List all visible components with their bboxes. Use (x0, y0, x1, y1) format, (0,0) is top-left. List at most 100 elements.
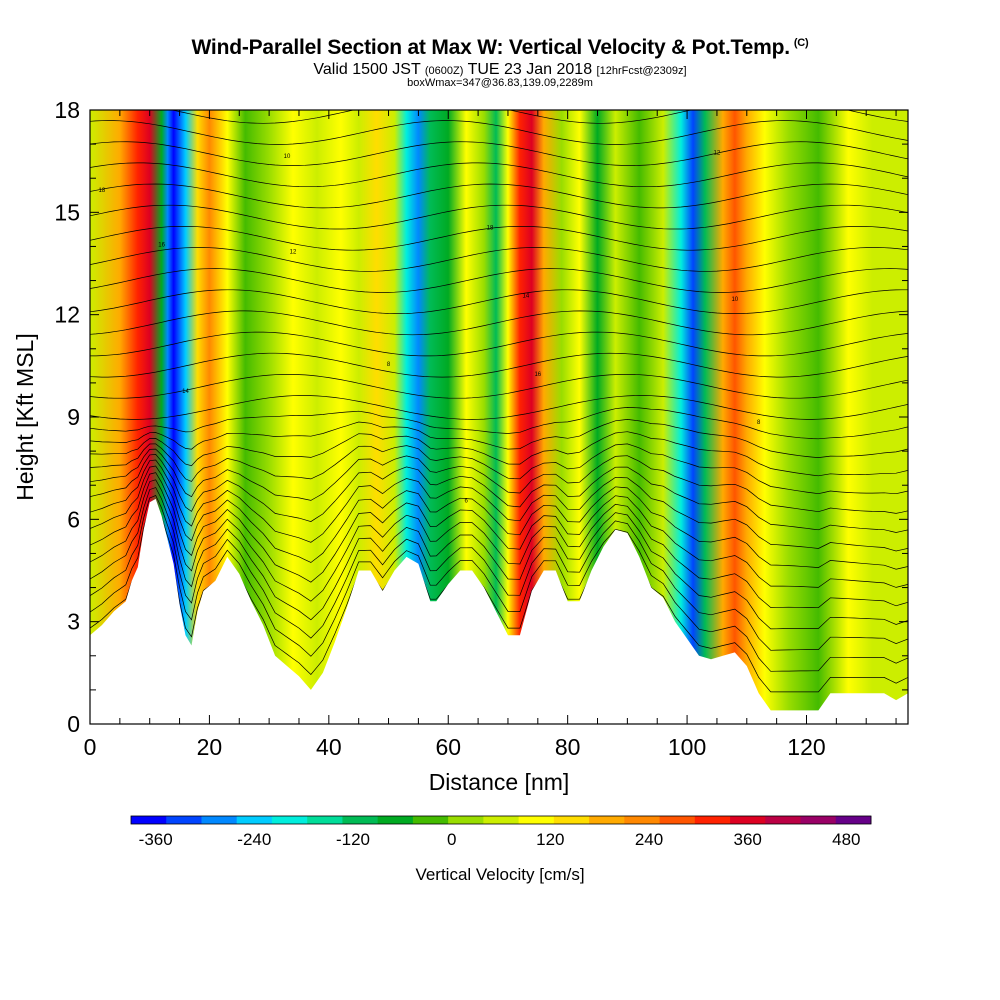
theta-contour-line (90, 352, 908, 378)
colorbar-tick-label: 480 (832, 830, 860, 849)
theta-contour-line (90, 247, 908, 272)
theta-contour-line (90, 225, 908, 251)
x-tick-label: 60 (435, 734, 461, 760)
chart-subtitle: Valid 1500 JST (0600Z) TUE 23 Jan 2018 [… (0, 61, 1000, 79)
colorbar-tick-label: -360 (139, 830, 173, 849)
colorbar-swatch (307, 816, 343, 824)
colorbar-tick-label: 0 (447, 830, 456, 849)
x-tick-label: 0 (84, 734, 97, 760)
colorbar-swatch (835, 816, 872, 824)
x-tick-label: 40 (316, 734, 342, 760)
x-axis-label: Distance [nm] (429, 769, 570, 795)
colorbar-tick-label: 360 (734, 830, 762, 849)
utc-time: (0600Z) (424, 65, 464, 77)
colorbar-swatch (589, 816, 625, 824)
colorbar-label: Vertical Velocity [cm/s] (415, 865, 584, 884)
theta-contour-label: 12 (714, 150, 721, 156)
y-tick-label: 12 (54, 302, 80, 328)
colorbar-swatch (730, 816, 766, 824)
colorbar-frame (130, 815, 872, 825)
colorbar-swatch (765, 816, 801, 824)
y-axis-label: Height [Kft MSL] (12, 333, 38, 500)
colorbar-swatch (659, 816, 696, 824)
theta-contour-label: 10 (284, 154, 291, 160)
x-tick-label: 120 (787, 734, 825, 760)
y-tick-label: 6 (67, 506, 80, 532)
theta-contour-line (90, 141, 908, 166)
colorbar-swatch (800, 816, 837, 824)
colorbar-swatch (166, 816, 202, 824)
theta-contour-line (90, 459, 908, 552)
theta-contour-line (90, 183, 908, 209)
theta-contour-label: 8 (757, 420, 761, 426)
valid-date: TUE 23 Jan 2018 (467, 61, 593, 78)
theta-contour-line (90, 268, 908, 293)
x-tick-label: 20 (197, 734, 223, 760)
theta-contour-line (90, 78, 908, 102)
forecast-info: [12hrFcst@2309z] (596, 65, 687, 77)
theta-contour-line (90, 465, 908, 570)
theta-contour-line (170, 110, 908, 124)
colorbar-tick-labels: -360 -240 -120 0 120 240 360 480 (139, 830, 861, 849)
theta-contour-line (90, 419, 908, 458)
title-text: Wind-Parallel Section at Max W: Vertical… (191, 36, 791, 59)
y-tick-labels: 0 3 6 9 12 15 18 (54, 97, 80, 737)
colorbar-swatch (448, 816, 484, 824)
theta-contour-line (90, 204, 908, 230)
copyright-mark: (C) (793, 37, 809, 49)
theta-contour-label: 16 (534, 372, 541, 378)
x-tick-label: 100 (668, 734, 706, 760)
colorbar-swatch (553, 816, 590, 824)
theta-contour-label: 8 (387, 362, 391, 368)
colorbar-swatch (518, 816, 555, 824)
theta-contour-line (90, 407, 908, 440)
theta-contour-line (90, 431, 908, 477)
theta-contour-line (90, 443, 908, 495)
colorbar-swatch (236, 816, 273, 824)
theta-contour-label: 10 (731, 297, 738, 303)
colorbar-swatch (694, 816, 731, 824)
theta-contour-label: 14 (182, 389, 189, 395)
chart-title: Wind-Parallel Section at Max W: Vertical… (0, 36, 1000, 60)
theta-contour-line (90, 454, 908, 533)
theta-contour-line (90, 487, 908, 630)
y-tick-label: 3 (67, 609, 80, 635)
plot-area: 18 16 14 12 10 8 6 18 16 14 12 10 8 (89, 78, 909, 725)
theta-contour-labels: 18 16 14 12 10 8 6 18 16 14 12 10 8 (99, 150, 761, 504)
colorbar-tick-label: -120 (336, 830, 370, 849)
theta-contour-line (90, 472, 908, 588)
colorbar-swatch (271, 816, 308, 824)
box-wmax-line: boxWmax=347@36.83,139.09,2289m (407, 77, 593, 89)
theta-contour-line (90, 120, 908, 145)
theta-contour-line (90, 289, 908, 314)
x-tick-labels: 0 20 40 60 80 100 120 (84, 734, 826, 760)
y-tick-label: 18 (54, 97, 80, 123)
axis-ticks (89, 109, 908, 725)
y-tick-label: 0 (67, 711, 80, 737)
theta-contour-line (90, 479, 908, 609)
theta-contours (90, 78, 908, 693)
theta-contour-line (90, 395, 908, 420)
theta-contour-line (90, 503, 908, 672)
theta-contour-label: 18 (487, 225, 494, 231)
colorbar-tick-label: -240 (237, 830, 271, 849)
colorbar-swatch (412, 816, 449, 824)
x-tick-label: 80 (555, 734, 581, 760)
colorbar-tick-label: 120 (536, 830, 564, 849)
theta-contour-line (90, 162, 908, 188)
y-tick-label: 9 (67, 404, 80, 430)
colorbar (130, 815, 872, 825)
theta-contour-line (90, 310, 908, 336)
colorbar-swatch (377, 816, 414, 824)
colorbar-swatch (201, 816, 238, 824)
colorbar-swatch (342, 816, 379, 824)
theta-contour-line (90, 448, 908, 514)
theta-contour-label: 6 (465, 498, 469, 504)
theta-contour-line (90, 331, 908, 357)
colorbar-tick-label: 240 (635, 830, 663, 849)
theta-contour-label: 14 (523, 294, 530, 300)
colorbar-swatch (483, 816, 520, 824)
theta-contour-line (90, 374, 908, 399)
colorbar-swatch (131, 816, 167, 824)
